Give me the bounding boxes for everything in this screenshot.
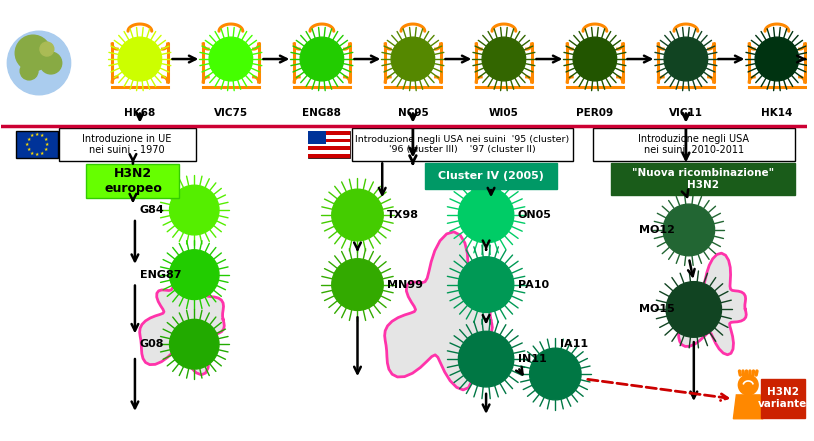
FancyBboxPatch shape	[308, 138, 349, 142]
FancyBboxPatch shape	[308, 131, 349, 135]
Circle shape	[530, 348, 581, 400]
FancyBboxPatch shape	[308, 142, 349, 146]
Text: PER09: PER09	[576, 108, 614, 118]
Text: ★: ★	[45, 142, 49, 147]
Text: ★: ★	[43, 137, 48, 142]
Polygon shape	[140, 250, 225, 375]
Polygon shape	[733, 395, 763, 419]
Circle shape	[40, 52, 62, 74]
Circle shape	[664, 37, 707, 81]
Text: "Nuova ricombinazione"
H3N2: "Nuova ricombinazione" H3N2	[632, 168, 774, 190]
Text: TX98: TX98	[387, 210, 419, 220]
FancyBboxPatch shape	[308, 135, 349, 138]
Polygon shape	[677, 253, 746, 355]
Circle shape	[209, 37, 252, 81]
FancyBboxPatch shape	[308, 131, 349, 158]
Circle shape	[392, 37, 435, 81]
Text: IA11: IA11	[560, 339, 589, 349]
Circle shape	[663, 204, 715, 256]
FancyBboxPatch shape	[16, 131, 58, 158]
Text: Introduzione negli USA nei suini  '95 (cluster)
'96 (cluster III)    '97 (cluste: Introduzione negli USA nei suini '95 (cl…	[355, 135, 570, 154]
Polygon shape	[385, 232, 492, 390]
FancyBboxPatch shape	[308, 131, 326, 145]
FancyBboxPatch shape	[352, 127, 573, 161]
Text: IN11: IN11	[518, 354, 546, 364]
Circle shape	[169, 319, 219, 369]
Text: ★: ★	[26, 147, 31, 152]
FancyBboxPatch shape	[610, 163, 794, 195]
FancyBboxPatch shape	[59, 127, 196, 161]
Circle shape	[573, 37, 617, 81]
Circle shape	[738, 375, 758, 395]
FancyBboxPatch shape	[308, 146, 349, 150]
Text: H3N2
europeo: H3N2 europeo	[104, 167, 162, 195]
FancyBboxPatch shape	[308, 154, 349, 158]
Text: WI05: WI05	[489, 108, 519, 118]
Text: ★: ★	[25, 142, 29, 147]
Text: Cluster IV (2005): Cluster IV (2005)	[438, 171, 544, 181]
Text: HK68: HK68	[125, 108, 155, 118]
Text: ENG87: ENG87	[140, 269, 182, 280]
Circle shape	[458, 331, 514, 387]
Circle shape	[666, 282, 721, 337]
Circle shape	[15, 35, 50, 71]
FancyBboxPatch shape	[308, 150, 349, 154]
Text: VIC11: VIC11	[669, 108, 703, 118]
Text: HK14: HK14	[761, 108, 793, 118]
Text: ★: ★	[43, 147, 48, 152]
FancyBboxPatch shape	[593, 127, 794, 161]
Text: ★: ★	[30, 150, 34, 156]
Text: G84: G84	[140, 205, 164, 215]
Circle shape	[169, 185, 219, 235]
FancyBboxPatch shape	[761, 379, 804, 418]
Text: Introduzione in UE
nei suini - 1970: Introduzione in UE nei suini - 1970	[82, 134, 172, 155]
Text: Introduzione negli USA
nei suini. 2010-2011: Introduzione negli USA nei suini. 2010-2…	[638, 134, 750, 155]
Text: PA10: PA10	[518, 280, 549, 290]
Circle shape	[482, 37, 526, 81]
Text: ★: ★	[35, 132, 39, 137]
Text: H3N2
variante: H3N2 variante	[758, 387, 807, 409]
FancyBboxPatch shape	[425, 163, 558, 189]
Text: MO12: MO12	[640, 225, 676, 235]
Circle shape	[40, 42, 54, 56]
Circle shape	[755, 37, 799, 81]
Circle shape	[169, 250, 219, 299]
Text: MO15: MO15	[640, 304, 675, 314]
Text: ★: ★	[35, 152, 39, 157]
Text: ★: ★	[40, 133, 44, 138]
Circle shape	[332, 189, 383, 241]
Circle shape	[332, 259, 383, 310]
Circle shape	[20, 62, 38, 80]
FancyBboxPatch shape	[86, 164, 179, 198]
Circle shape	[300, 37, 344, 81]
Text: ON05: ON05	[518, 210, 552, 220]
Text: NC95: NC95	[397, 108, 428, 118]
Text: ★: ★	[26, 137, 31, 142]
Circle shape	[7, 31, 71, 95]
Text: G08: G08	[140, 339, 164, 349]
Text: VIC75: VIC75	[214, 108, 248, 118]
Text: ENG88: ENG88	[303, 108, 341, 118]
Text: ★: ★	[30, 133, 34, 138]
Circle shape	[118, 37, 162, 81]
Text: MN99: MN99	[387, 280, 423, 290]
Circle shape	[458, 257, 514, 312]
Circle shape	[458, 187, 514, 243]
Text: ★: ★	[40, 150, 44, 156]
